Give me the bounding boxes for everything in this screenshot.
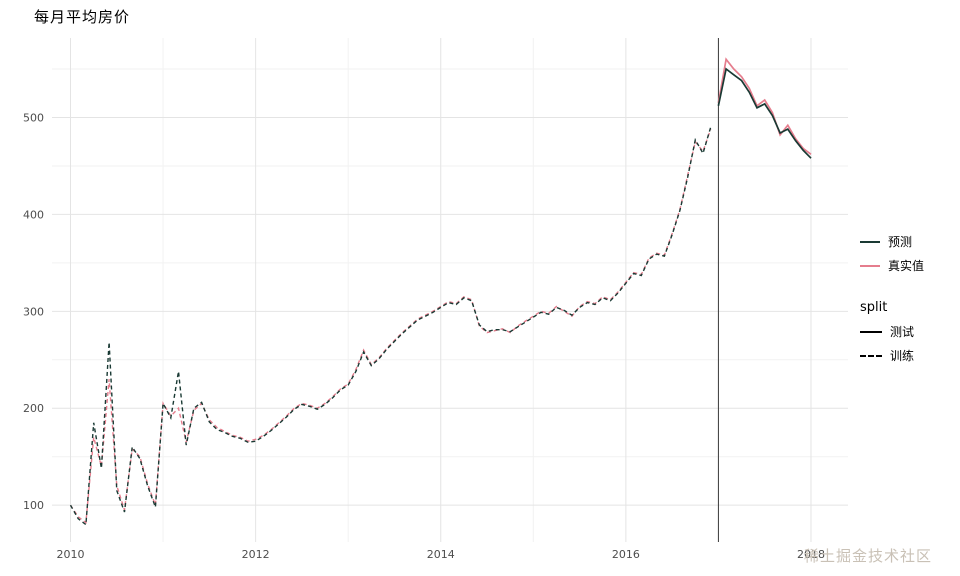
y-tick-label: 400 <box>23 208 44 221</box>
legend-item-test: 测试 <box>860 323 956 340</box>
series-test-真实值 <box>717 57 812 155</box>
solid-line-swatch <box>860 330 882 333</box>
actual-line-swatch <box>860 264 880 267</box>
split-legend-title: split <box>860 300 888 315</box>
prediction-line-swatch <box>860 240 880 243</box>
x-tick-label: 2014 <box>427 548 455 561</box>
chart-title: 每月平均房价 <box>34 8 131 26</box>
legend-label-prediction: 预测 <box>888 235 913 249</box>
dashed-line-swatch <box>860 354 882 357</box>
x-tick-label: 2012 <box>242 548 270 561</box>
y-tick-label: 200 <box>23 402 44 415</box>
legend: 预测 真实值 split 测试 训练 <box>860 226 956 390</box>
y-tick-label: 300 <box>23 305 44 318</box>
x-tick-label: 2010 <box>57 548 85 561</box>
legend-label-actual: 真实值 <box>888 259 925 273</box>
split-legend: split 测试 训练 <box>860 300 956 364</box>
y-tick-label: 100 <box>23 499 44 512</box>
series-train-真实值 <box>69 128 712 524</box>
legend-item-prediction: 预测 <box>860 233 956 250</box>
series-test-预测 <box>717 67 812 159</box>
y-tick-label: 500 <box>23 111 44 124</box>
legend-label-train: 训练 <box>890 349 915 363</box>
series-train-预测 <box>69 127 712 526</box>
legend-label-test: 测试 <box>890 325 915 339</box>
legend-item-train: 训练 <box>860 347 956 364</box>
x-tick-label: 2016 <box>612 548 640 561</box>
legend-item-actual: 真实值 <box>860 257 956 274</box>
x-tick-label: 2018 <box>797 548 825 561</box>
color-legend: 预测 真实值 <box>860 233 956 274</box>
